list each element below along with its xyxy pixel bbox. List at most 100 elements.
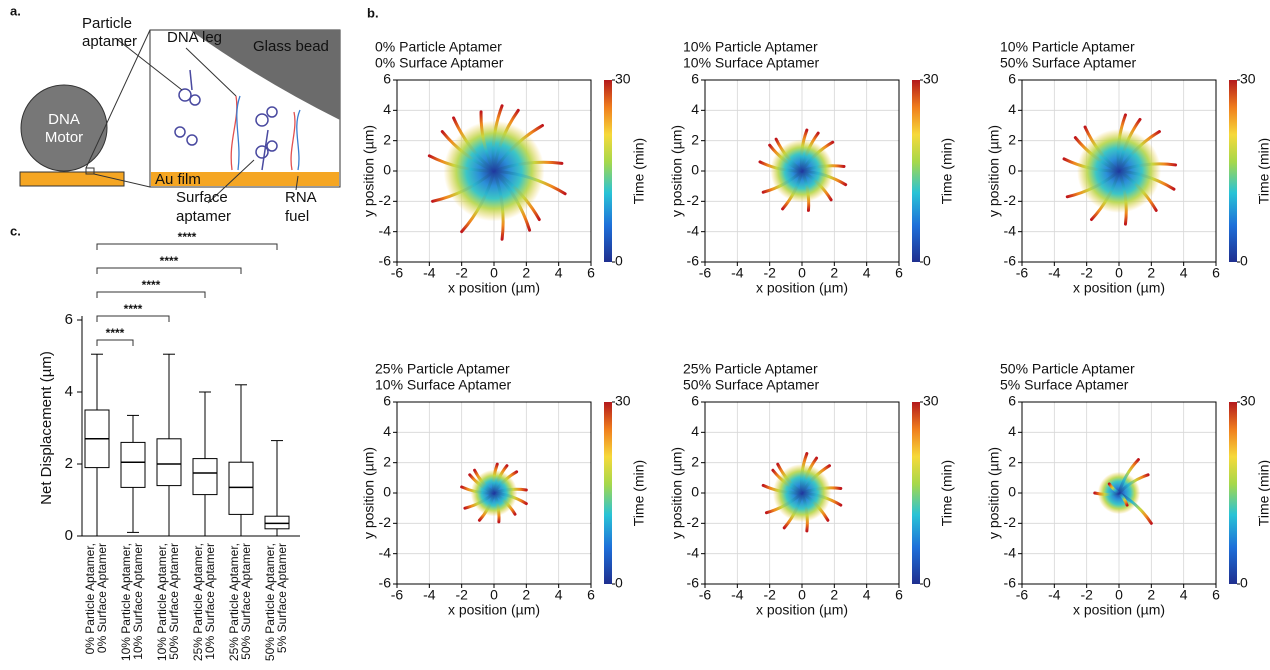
x-tick-label: -4 [731,265,744,281]
x-axis-label: x position (µm) [448,280,540,296]
significance-bracket [96,243,278,250]
pointer [207,159,255,204]
y-axis-label: y position (µm) [669,447,685,539]
significance-label: **** [124,302,143,316]
x-tick-label: 0 [1115,587,1123,603]
x-tick-label: -4 [1048,265,1061,281]
diagram: Particle aptamer DNA leg Glass bead DNA … [19,15,341,225]
glass-bead [190,30,340,120]
x-tick-label: -2 [763,265,776,281]
y-tick-label: 2 [65,455,73,472]
diagram-label: Particle [82,15,132,32]
plot-title: 25% Particle Aptamer [375,361,510,377]
plot-frame [396,401,592,585]
trajectory [1117,169,1176,191]
x-tick-label: 10% Particle Aptamer, [155,543,169,661]
y-tick-label: 4 [691,423,699,439]
trajectory [782,491,804,530]
colorbar-tick-label: 30 [615,71,631,87]
trajectory [1093,491,1121,496]
trajectory [492,160,564,173]
x-tick-label: -4 [1048,587,1061,603]
x-tick-label: 10% Particle Aptamer, [119,543,133,661]
trajectory [761,483,804,495]
x-tick-label: 6 [587,587,595,603]
colorbar-label: Time (min) [1256,138,1270,204]
plot-title: 50% Surface Aptamer [1000,55,1137,71]
y-tick-label: 2 [1008,131,1016,147]
y-axis-label: y position (µm) [669,125,685,217]
trajectory [492,169,567,196]
trajectory [758,160,804,173]
x-tick-label: -4 [423,265,436,281]
x-tick-label: 4 [863,265,871,281]
x-axis-label: x position (µm) [756,280,848,296]
x-tick-label: 25% Particle Aptamer, [227,543,241,661]
trajectory [761,169,804,194]
x-tick-label: 25% Particle Aptamer, [191,543,205,661]
significance-label: **** [106,326,125,340]
x-tick-label: 50% Surface Aptamer [239,543,253,660]
colorbar-tick-label: 30 [1240,71,1256,87]
plot-frame [1021,79,1217,263]
box [156,438,182,487]
zoom-box [85,167,95,175]
x-tick-label: 0 [1115,265,1123,281]
y-tick-label: -4 [687,222,700,238]
au-film-bar [19,171,125,187]
trajectory [1117,117,1142,173]
colorbar-label: Time (min) [631,138,647,204]
x-tick-label: 6 [895,587,903,603]
y-tick-label: -6 [687,253,700,269]
dna-motor [20,84,108,172]
y-tick-label: 6 [691,71,699,87]
trajectory [468,473,496,495]
y-tick-label: -4 [687,544,700,560]
x-tick-label: -2 [455,587,468,603]
trajectory [800,456,819,495]
significance-bracket [96,291,206,298]
trajectory [800,169,833,202]
trajectory [1073,136,1121,173]
pointer [295,175,299,191]
x-axis-label: x position (µm) [1073,280,1165,296]
colorbar [1229,80,1237,262]
diagram-label: aptamer [82,33,137,50]
significance-bracket [96,339,134,346]
x-tick-label: 6 [1212,587,1220,603]
x-axis-label: x position (µm) [448,602,540,618]
plot-frame [704,79,900,263]
plot-title: 0% Surface Aptamer [375,55,504,71]
y-axis-label: y position (µm) [361,447,377,539]
colorbar-tick-label: 30 [923,71,939,87]
plot-title: 10% Particle Aptamer [1000,39,1135,55]
colorbar-tick-label: 0 [923,253,931,269]
x-tick-label: -2 [763,587,776,603]
trajectory [800,169,811,212]
significance-bracket [96,267,242,274]
y-tick-label: 4 [1008,423,1016,439]
box [228,461,254,515]
x-tick-label: 6 [895,265,903,281]
y-axis-label: y position (µm) [361,125,377,217]
significance-label: **** [160,254,179,268]
trajectory [1117,473,1150,495]
trajectory [1117,130,1161,173]
trajectory [492,169,505,241]
aptamer-icons [174,69,278,171]
diagram-label: Au film [155,171,201,188]
y-tick-label: -6 [1004,575,1017,591]
colorbar [604,80,612,262]
plot-title: 50% Surface Aptamer [683,377,820,393]
x-tick-label: -4 [731,587,744,603]
trajectory [1062,157,1121,173]
x-tick-label: -4 [423,587,436,603]
x-tick-label: 5% Surface Aptamer [275,543,289,653]
x-tick-label: -6 [391,587,404,603]
trajectory [491,104,504,173]
y-tick-label: 2 [1008,453,1016,469]
pointer [117,39,183,91]
trajectory [440,130,496,173]
x-tick-label: -6 [699,265,712,281]
